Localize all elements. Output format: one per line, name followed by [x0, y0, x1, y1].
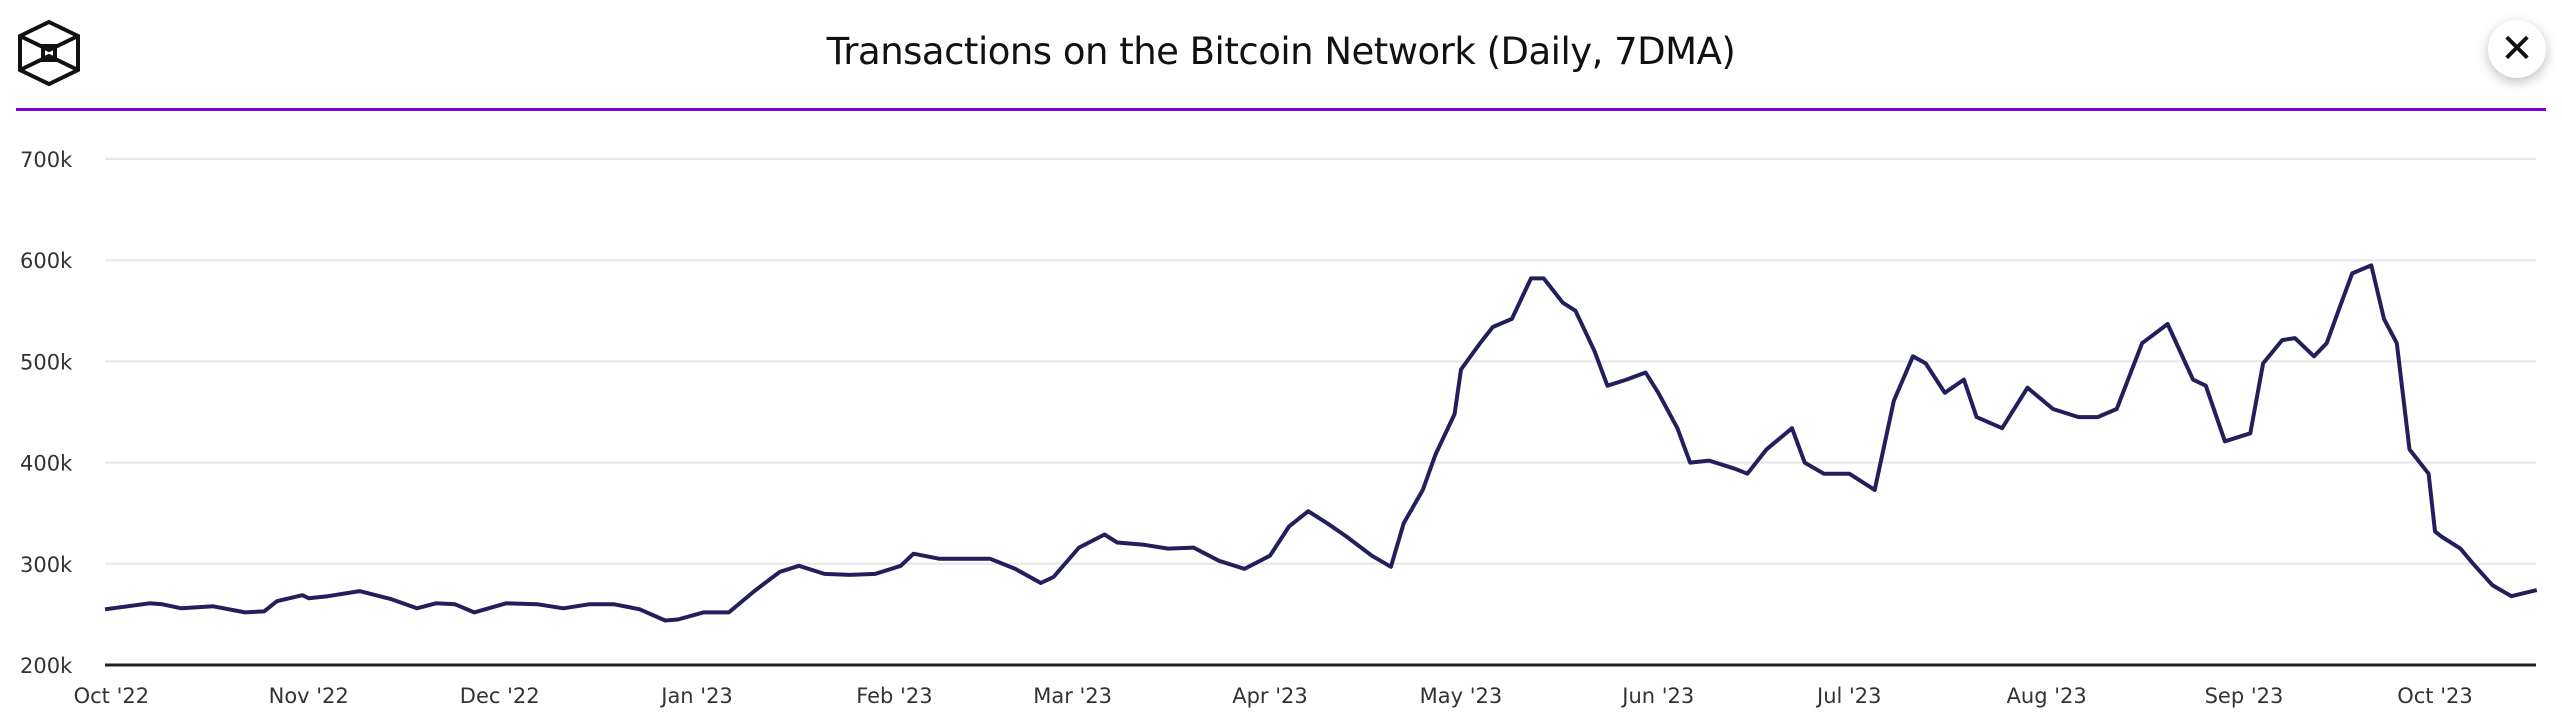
x-tick-label: Dec '22 — [460, 684, 540, 708]
x-tick-label: Mar '23 — [1033, 684, 1112, 708]
series-line — [104, 263, 2538, 623]
cube-logo-icon — [14, 18, 84, 88]
x-tick-label: Nov '22 — [269, 684, 349, 708]
y-tick-label: 300k — [20, 553, 73, 577]
x-tick-label: Aug '23 — [2007, 684, 2087, 708]
close-icon: ✕ — [2500, 26, 2534, 72]
x-tick-label: Oct '22 — [74, 684, 149, 708]
header-divider — [16, 108, 2546, 111]
x-tick-label: Jan '23 — [659, 684, 733, 708]
close-button[interactable]: ✕ — [2488, 20, 2546, 78]
x-tick-label: Sep '23 — [2205, 684, 2284, 708]
x-tick-label: Jul '23 — [1815, 684, 1882, 708]
y-tick-label: 500k — [20, 350, 73, 374]
x-tick-label: Apr '23 — [1232, 684, 1308, 708]
y-tick-label: 200k — [20, 654, 73, 678]
y-tick-label: 600k — [20, 249, 73, 273]
y-tick-label: 400k — [20, 452, 73, 476]
x-tick-label: May '23 — [1420, 684, 1503, 708]
page-title: Transactions on the Bitcoin Network (Dai… — [826, 30, 1736, 73]
x-tick-label: Jun '23 — [1620, 684, 1694, 708]
y-tick-label: 700k — [20, 148, 73, 172]
x-tick-label: Feb '23 — [856, 684, 932, 708]
x-tick-label: Oct '23 — [2397, 684, 2472, 708]
